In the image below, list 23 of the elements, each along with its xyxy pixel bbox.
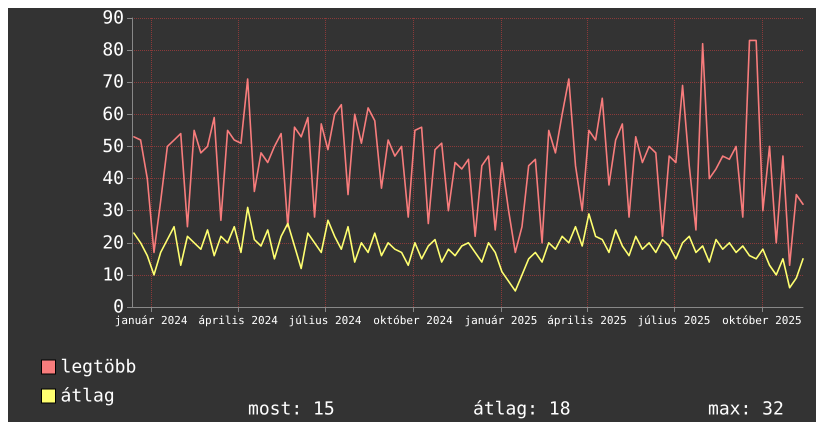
legend-label: átlag bbox=[60, 386, 115, 406]
y-tick-label: 70 bbox=[102, 72, 124, 93]
text: átlag: 18 bbox=[473, 398, 571, 420]
x-tick-label: április 2025 bbox=[547, 314, 627, 327]
y-tick-label: 80 bbox=[102, 40, 124, 61]
y-tick-label: 40 bbox=[102, 168, 124, 190]
legend-label: legtöbb bbox=[60, 356, 136, 378]
x-tick-label: október 2025 bbox=[722, 314, 802, 327]
x-tick-label: április 2024 bbox=[198, 314, 278, 327]
text: max: 32 bbox=[708, 398, 784, 420]
y-tick-label: 50 bbox=[102, 136, 124, 157]
x-tick-label: október 2024 bbox=[373, 314, 454, 327]
y-tick-label: 10 bbox=[102, 264, 124, 286]
x-tick-label: január 2025 bbox=[464, 314, 538, 327]
text: most: 15 bbox=[248, 398, 335, 420]
y-tick-label: 60 bbox=[102, 104, 124, 125]
line-series bbox=[133, 40, 804, 266]
y-tick-label: 30 bbox=[102, 200, 124, 222]
line-series bbox=[133, 206, 804, 292]
y-tick-label: 90 bbox=[102, 8, 124, 28]
x-tick-label: július 2024 bbox=[288, 314, 362, 327]
y-tick-label: 20 bbox=[102, 232, 124, 254]
x-tick-label: július 2025 bbox=[638, 314, 710, 327]
